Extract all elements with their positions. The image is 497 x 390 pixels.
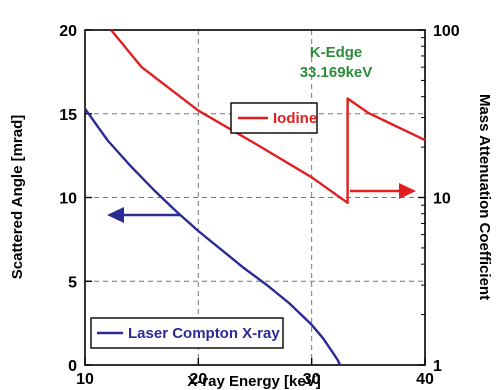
grid-lines xyxy=(85,30,425,365)
laser-compton-line xyxy=(84,108,342,366)
compton-legend-label: Laser Compton X-ray xyxy=(128,325,280,342)
left-axis-arrow xyxy=(107,207,180,223)
right-ticks: 1 10 100 xyxy=(418,23,460,375)
y-right-tick-label: 1 xyxy=(433,358,442,375)
x-tick-label: 30 xyxy=(303,371,321,388)
x-tick-label: 10 xyxy=(76,371,94,388)
x-tick-label: 20 xyxy=(189,371,207,388)
k-edge-annotation-line2: 33.169keV xyxy=(300,64,373,81)
x-axis-label: X-ray Energy [keV] xyxy=(187,373,320,390)
x-ticks: 10 20 30 40 xyxy=(76,358,434,388)
y-left-tick-label: 5 xyxy=(68,274,77,291)
y-left-tick-label: 10 xyxy=(59,191,77,208)
y-axis-right-label: Mass Attenuation Coefficient xyxy=(476,94,493,300)
x-tick-label: 40 xyxy=(416,371,434,388)
iodine-line xyxy=(110,29,426,205)
y-right-tick-label: 100 xyxy=(433,23,460,40)
y-left-tick-label: 15 xyxy=(59,107,77,124)
k-edge-annotation-line1: K-Edge xyxy=(310,44,363,61)
y-right-tick-label: 10 xyxy=(433,191,451,208)
right-axis-arrow xyxy=(350,183,416,199)
iodine-legend-label: Iodine xyxy=(273,110,317,127)
y-left-tick-label: 20 xyxy=(59,23,77,40)
left-ticks: 0 5 10 15 20 xyxy=(59,23,92,375)
y-left-tick-label: 0 xyxy=(68,358,77,375)
series-layer xyxy=(84,29,426,366)
y-axis-left-label: Scattered Angle [mrad] xyxy=(9,115,26,279)
